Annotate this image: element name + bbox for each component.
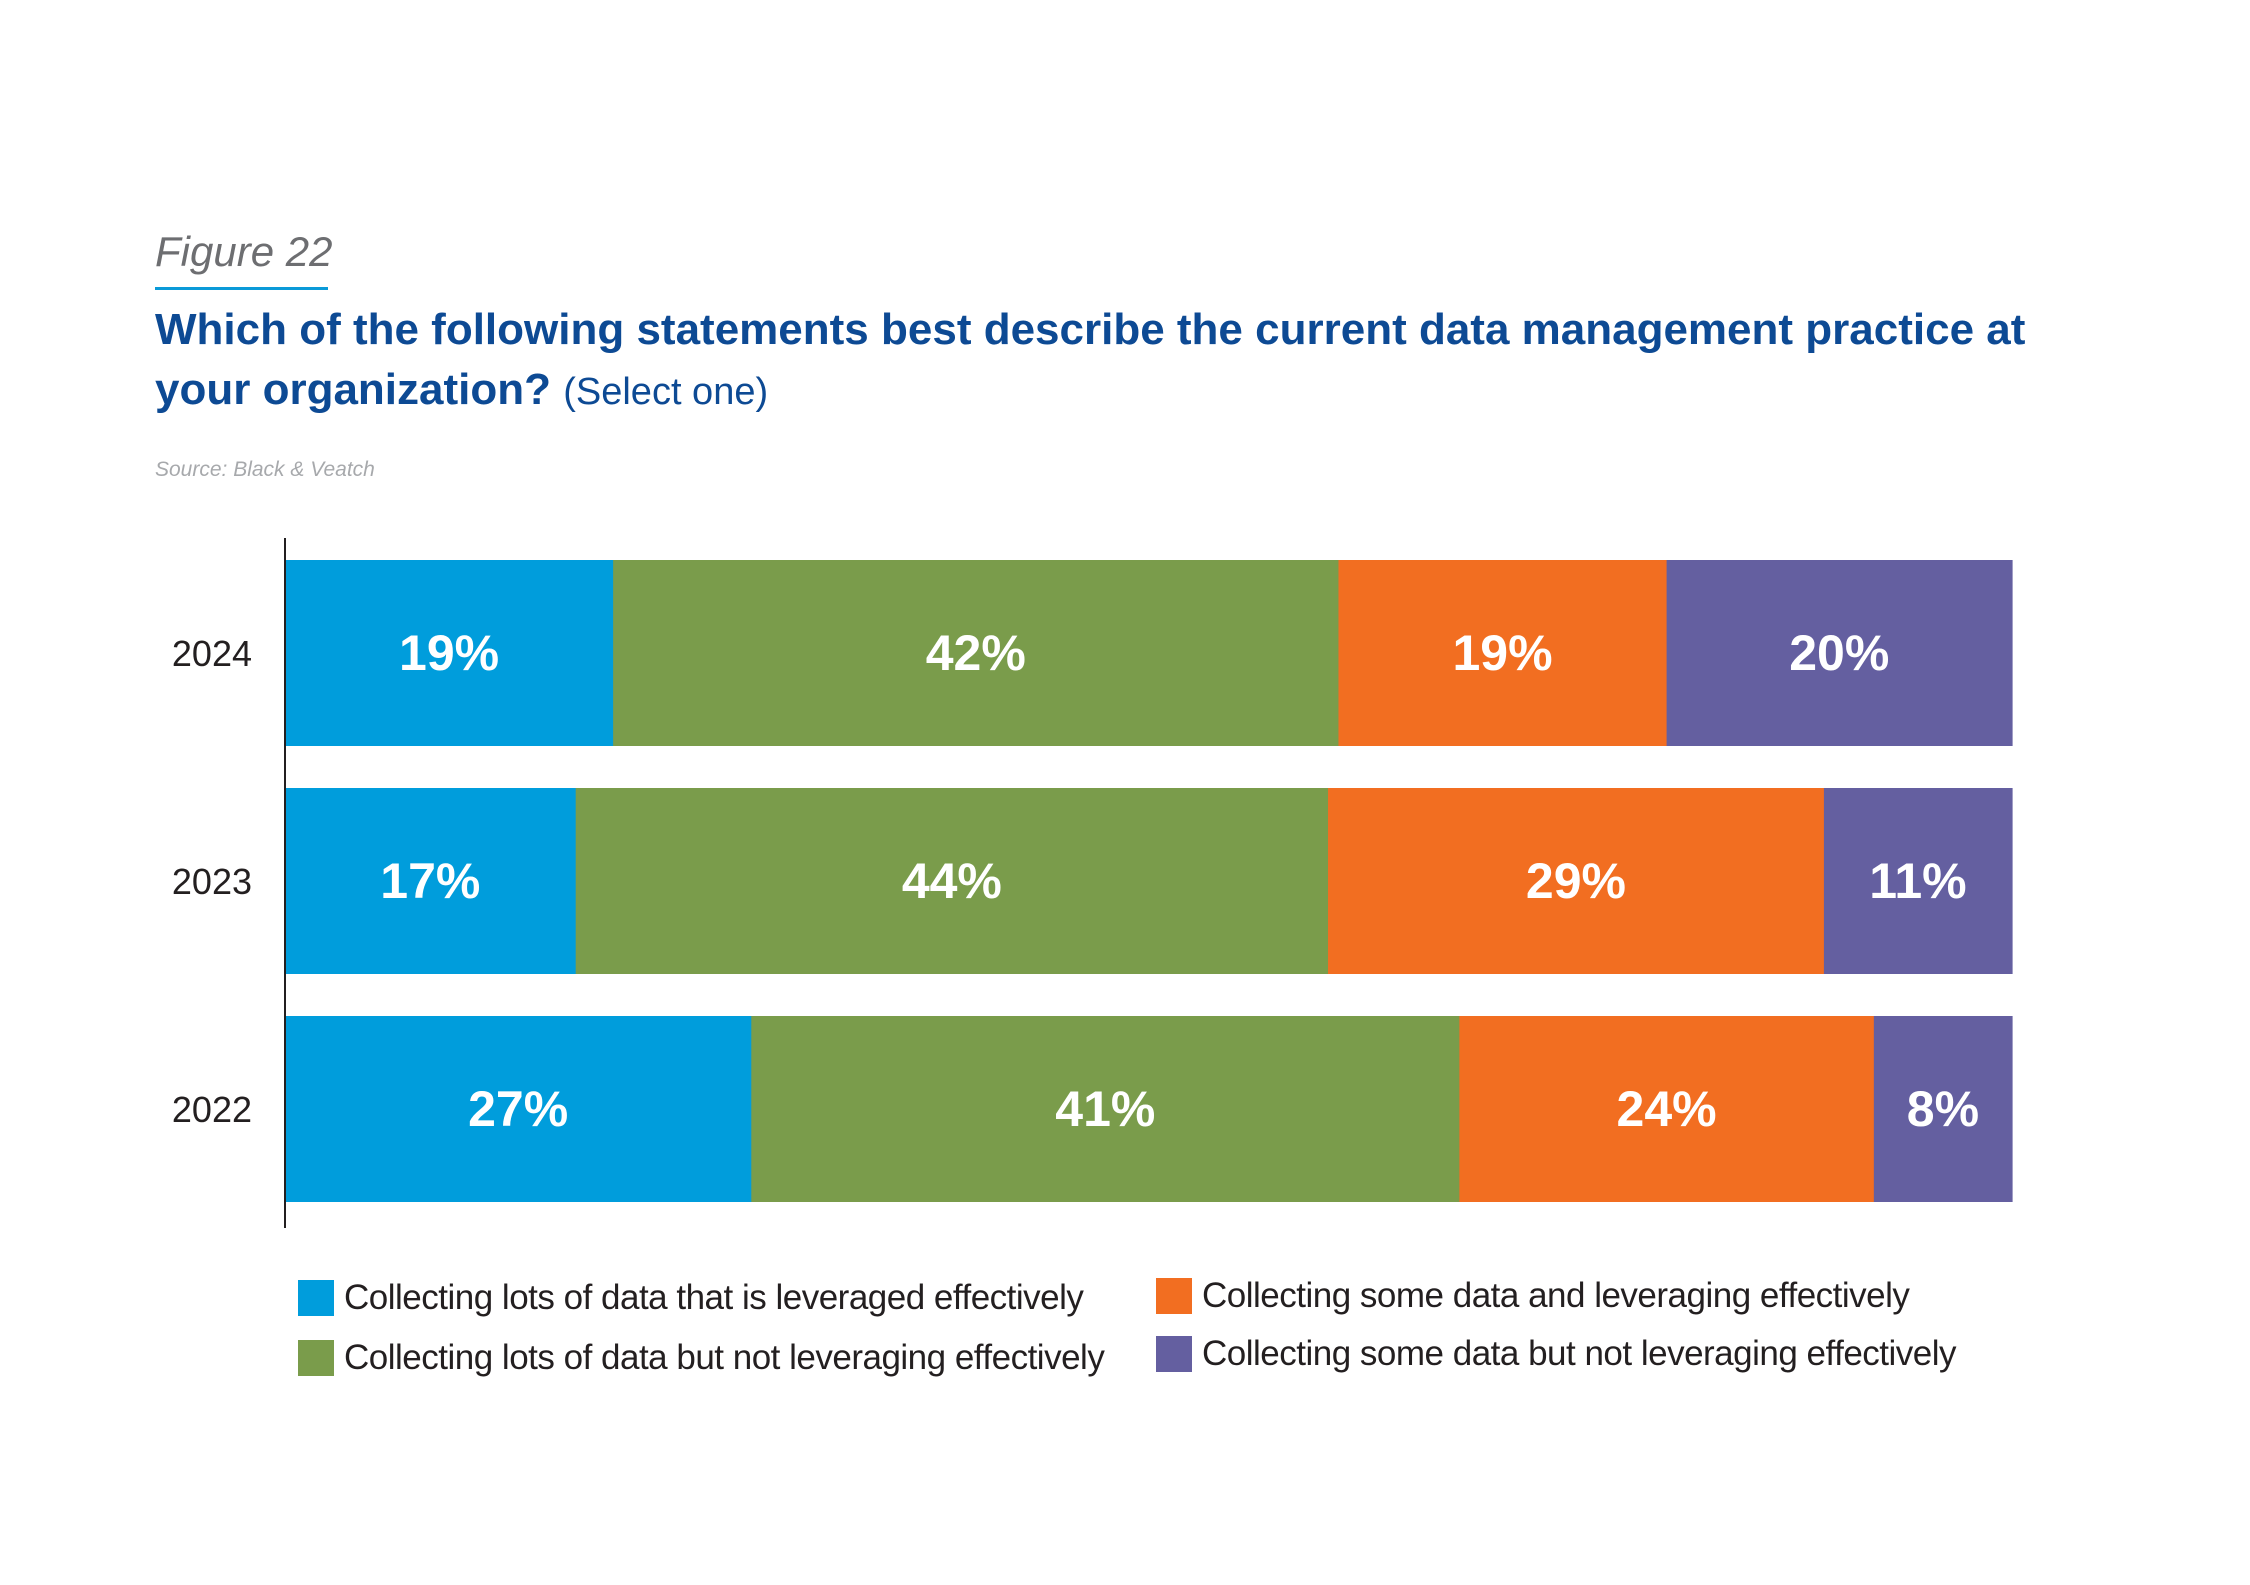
data-label-2023-series-4: 11% <box>1869 853 1966 909</box>
chart-title: Which of the following statements best d… <box>155 300 2105 422</box>
figure-label-underline <box>155 287 328 290</box>
bar-segment-2022-series-1 <box>285 1016 752 1202</box>
category-label-2022: 2022 <box>172 1089 252 1130</box>
data-label-2022-series-3: 24% <box>1617 1081 1717 1137</box>
figure-label: Figure 22 <box>155 228 333 275</box>
data-label-2022-series-1: 27% <box>468 1081 568 1137</box>
legend-label-2: Collecting lots of data but not leveragi… <box>344 1338 1105 1377</box>
bar-segment-2024-series-1 <box>285 560 614 746</box>
legend-label-3: Collecting some data and leveraging effe… <box>1202 1276 1910 1315</box>
data-label-2024-series-4: 20% <box>1789 625 1889 681</box>
bar-segment-2024-series-4 <box>1666 560 2013 746</box>
data-label-2023-series-2: 44% <box>902 853 1002 909</box>
legend-item-4: Collecting some data but not leveraging … <box>1156 1334 1957 1374</box>
bar-segment-2022-series-4 <box>1873 1016 2013 1202</box>
data-label-2024-series-3: 19% <box>1452 625 1552 681</box>
legend-item-1: Collecting lots of data that is leverage… <box>298 1278 1084 1318</box>
bar-segment-2022-series-2 <box>751 1016 1460 1202</box>
legend-item-2: Collecting lots of data but not leveragi… <box>298 1338 1105 1378</box>
category-label-2024: 2024 <box>172 633 252 674</box>
category-label-2023: 2023 <box>172 861 252 902</box>
data-label-2022-series-4: 8% <box>1907 1081 1979 1137</box>
chart-source: Source: Black & Veatch <box>155 458 375 481</box>
data-label-2023-series-3: 29% <box>1526 853 1626 909</box>
legend-label-1: Collecting lots of data that is leverage… <box>344 1278 1084 1317</box>
bar-segment-2023-series-3 <box>1328 788 1825 974</box>
legend-swatch-2 <box>298 1340 334 1376</box>
legend-item-3: Collecting some data and leveraging effe… <box>1156 1276 1910 1316</box>
legend-label-4: Collecting some data but not leveraging … <box>1202 1334 1957 1373</box>
bar-segment-2023-series-1 <box>285 788 577 974</box>
bar-segment-2023-series-2 <box>575 788 1329 974</box>
chart-title-text: Which of the following statements best d… <box>155 305 2026 414</box>
data-label-2023-series-1: 17% <box>380 853 480 909</box>
data-label-2022-series-2: 41% <box>1055 1081 1155 1137</box>
data-label-2024-series-2: 42% <box>926 625 1026 681</box>
chart-title-suffix: (Select one) <box>563 371 769 413</box>
legend-swatch-3 <box>1156 1278 1192 1314</box>
data-label-2024-series-1: 19% <box>399 625 499 681</box>
legend-swatch-4 <box>1156 1336 1192 1372</box>
legend-swatch-1 <box>298 1280 334 1316</box>
bar-segment-2024-series-2 <box>613 560 1340 746</box>
bar-segment-2023-series-4 <box>1823 788 2013 974</box>
bar-segment-2024-series-3 <box>1338 560 1668 746</box>
bar-segment-2022-series-3 <box>1459 1016 1875 1202</box>
